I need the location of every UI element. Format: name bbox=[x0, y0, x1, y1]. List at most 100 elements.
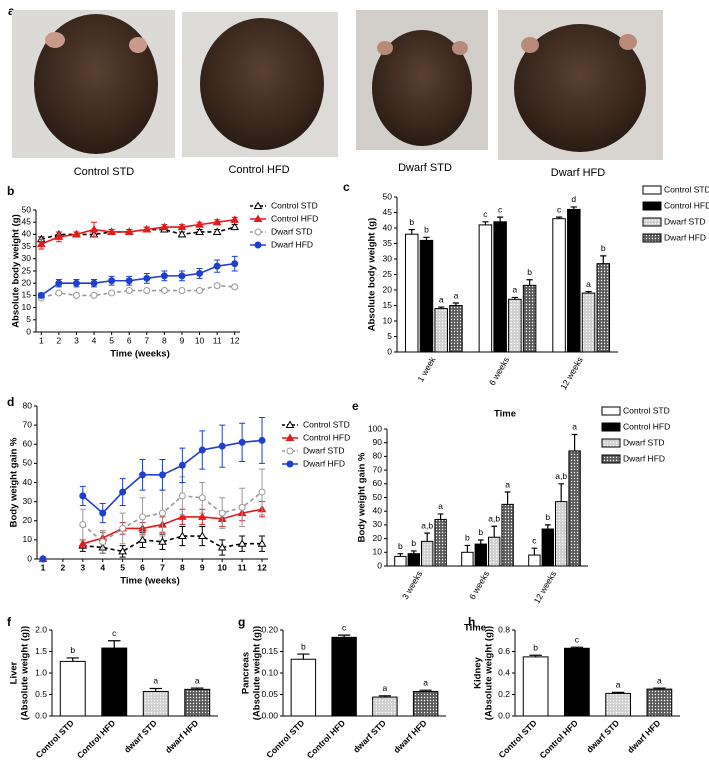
y-tick-label: 10 bbox=[373, 547, 383, 557]
marker bbox=[90, 291, 98, 299]
marker bbox=[160, 272, 168, 280]
significance-letter: b bbox=[424, 225, 429, 235]
marker bbox=[79, 521, 87, 529]
y-tick-label: 100 bbox=[368, 423, 382, 433]
x-tick-label: Control STD bbox=[34, 718, 76, 760]
legend-label: Dwarf HFD bbox=[303, 458, 345, 468]
significance-letter: b bbox=[601, 243, 606, 253]
marker bbox=[230, 215, 240, 223]
x-axis-label: Time (weeks) bbox=[120, 576, 180, 587]
marker bbox=[108, 277, 116, 285]
legend-marker bbox=[253, 214, 263, 222]
y-tick-label: 30 bbox=[22, 253, 32, 263]
bar bbox=[568, 450, 581, 567]
marker bbox=[158, 509, 166, 517]
significance-letter: c bbox=[483, 209, 488, 219]
bar bbox=[564, 647, 590, 717]
y-tick-label: 0.0 bbox=[498, 710, 510, 720]
x-axis-label: Time bbox=[464, 623, 486, 634]
error-bar bbox=[410, 550, 417, 554]
marker bbox=[230, 222, 240, 231]
marker bbox=[89, 225, 99, 233]
y-tick-label: 2.0 bbox=[35, 624, 47, 634]
y-tick-label: 60 bbox=[373, 478, 383, 488]
y-tick-label: 50 bbox=[23, 458, 33, 468]
error-bar bbox=[423, 236, 430, 241]
y-tick-label: 0.0 bbox=[35, 710, 47, 720]
bar bbox=[184, 688, 211, 717]
legend-marker bbox=[285, 420, 295, 428]
significance-letter: a bbox=[586, 279, 591, 289]
significance-letter: a bbox=[657, 675, 662, 685]
bar bbox=[404, 233, 419, 353]
significance-letter: a bbox=[454, 290, 459, 300]
bar bbox=[605, 692, 631, 717]
bar bbox=[596, 263, 611, 353]
error-bar bbox=[408, 228, 415, 235]
y-tick-label: 25 bbox=[22, 265, 32, 275]
y-tick-label: 80 bbox=[373, 451, 383, 461]
bar bbox=[142, 690, 169, 717]
x-tick-label: 8 bbox=[180, 562, 185, 572]
legend-label: Control HFD bbox=[623, 421, 670, 431]
x-tick-label: 9 bbox=[180, 335, 185, 345]
error-bar bbox=[437, 513, 444, 520]
x-tick-label: 7 bbox=[160, 562, 165, 572]
significance-letter: b bbox=[301, 641, 306, 651]
y-axis-label: Absolute body weight (g) bbox=[367, 218, 378, 331]
panel-label: e bbox=[352, 399, 359, 413]
legend-label: Control HFD bbox=[664, 200, 709, 210]
panel-label: b bbox=[7, 184, 14, 198]
marker bbox=[196, 269, 204, 277]
marker bbox=[143, 287, 151, 295]
x-tick-label: dwarf STD bbox=[351, 718, 388, 755]
y-tick-label: 30 bbox=[23, 496, 33, 506]
legend-label: Dwarf STD bbox=[664, 216, 706, 226]
marker bbox=[160, 222, 169, 231]
y-axis-label: (Absolute weight (g)) bbox=[252, 626, 263, 720]
marker bbox=[90, 279, 98, 287]
significance-letter: a bbox=[438, 501, 443, 511]
marker bbox=[178, 512, 187, 520]
y-tick-label: 45 bbox=[383, 207, 393, 217]
legend-swatch bbox=[601, 438, 621, 448]
error-bar bbox=[511, 296, 518, 300]
y-tick-label: 35 bbox=[383, 238, 393, 248]
series-line bbox=[40, 262, 235, 297]
significance-letter: a bbox=[383, 683, 388, 693]
marker bbox=[238, 503, 246, 511]
error-bar bbox=[438, 306, 445, 309]
significance-letter: d bbox=[571, 194, 576, 204]
significance-letter: a bbox=[512, 285, 517, 295]
x-tick-label: dwarf HFD bbox=[392, 718, 429, 755]
y-tick-label: 70 bbox=[23, 419, 33, 429]
marker bbox=[218, 509, 226, 517]
panel-label: d bbox=[7, 395, 14, 409]
y-tick-label: 0.20 bbox=[261, 624, 278, 634]
bar bbox=[421, 540, 434, 567]
legend-label: Dwarf STD bbox=[623, 437, 665, 447]
legend-label: Control STD bbox=[303, 419, 350, 429]
legend-marker bbox=[253, 201, 263, 209]
y-tick-label: 30 bbox=[373, 519, 383, 529]
marker bbox=[257, 539, 267, 547]
y-tick-label: 40 bbox=[373, 505, 383, 515]
y-tick-label: 0 bbox=[377, 560, 382, 570]
significance-letter: c bbox=[342, 622, 347, 632]
bar bbox=[555, 501, 568, 567]
x-tick-label: 6 bbox=[127, 335, 132, 345]
legend-label: Dwarf STD bbox=[271, 226, 313, 236]
bar bbox=[407, 553, 420, 567]
marker bbox=[118, 546, 127, 555]
marker bbox=[178, 461, 186, 469]
marker bbox=[237, 539, 247, 547]
bar bbox=[434, 518, 447, 567]
error-bar bbox=[191, 687, 204, 690]
significance-letter: b bbox=[409, 217, 414, 227]
significance-letter: a bbox=[572, 422, 577, 432]
panel-label: g bbox=[238, 615, 245, 629]
error-bar bbox=[491, 525, 498, 538]
error-bar bbox=[544, 524, 551, 530]
x-tick-label: 3 bbox=[80, 562, 85, 572]
bar bbox=[646, 688, 673, 717]
